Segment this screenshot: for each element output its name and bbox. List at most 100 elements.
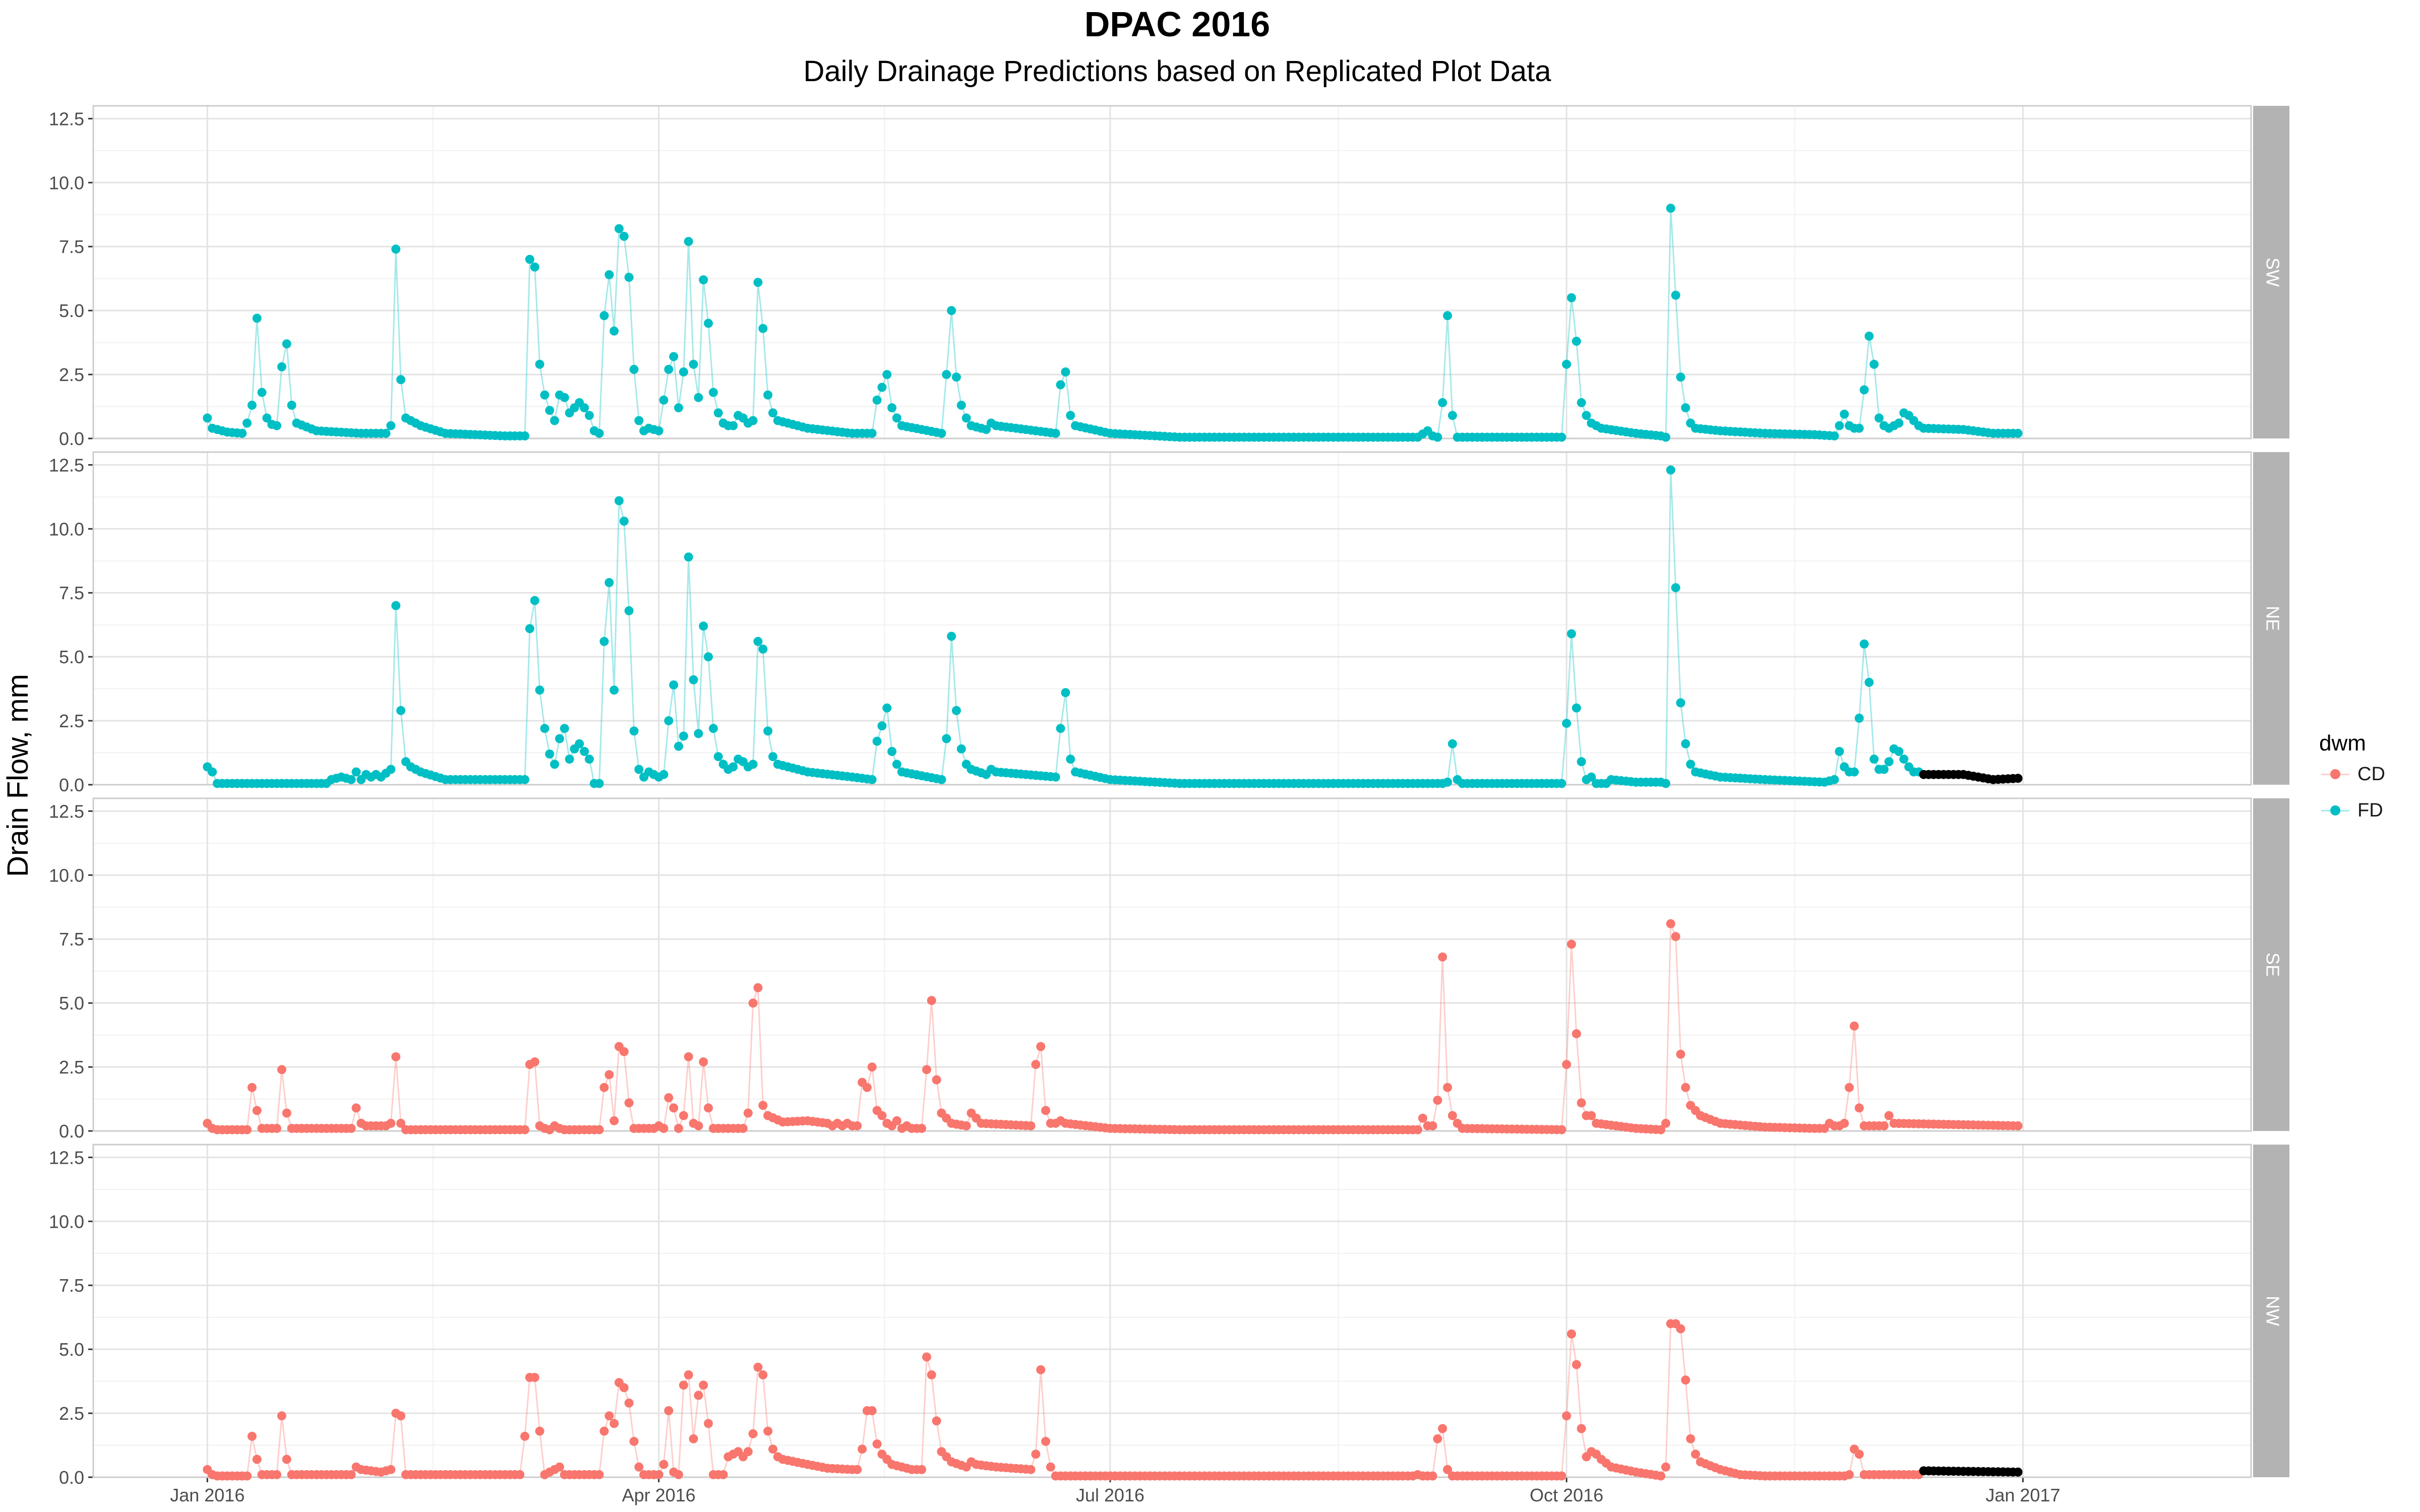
data-point [610,1116,619,1125]
data-point [1557,432,1566,442]
data-point [580,747,589,756]
data-point [1041,1436,1051,1446]
data-point [1894,747,1904,756]
data-point [247,1083,257,1092]
data-point [699,621,708,631]
data-point [555,1462,564,1472]
data-point [1443,1465,1453,1474]
data-point [1859,639,1869,649]
data-point [545,749,555,759]
data-point [763,1426,773,1436]
data-point [1849,767,1859,777]
data-point [956,401,966,410]
data-point [1567,293,1576,302]
data-point [610,326,619,336]
data-point [1879,765,1889,774]
data-point [1656,1471,1666,1481]
data-point [1656,1125,1666,1135]
data-point [689,675,698,684]
y-tick-label-5: 12.5 [49,801,84,822]
data-point [1884,1111,1894,1120]
data-point [659,1460,669,1469]
data-point [634,416,644,425]
data-point [689,359,698,369]
data-point [1557,1125,1566,1135]
data-point [947,632,956,641]
data-point [664,1093,674,1102]
data-point [599,637,609,646]
facet-strip-ne [2253,452,2289,785]
data-point [629,364,639,374]
data-point [1899,754,1909,764]
data-point [247,1431,257,1441]
data-point [1849,1021,1859,1031]
data-point [887,747,897,756]
data-point [1557,1471,1566,1481]
data-point [1666,919,1675,928]
data-point [1854,714,1864,723]
y-tick-label-4: 10.0 [49,172,84,193]
series-line-sw [206,208,2018,438]
data-point [535,685,544,695]
data-point [262,413,272,423]
data-point [1433,1434,1442,1443]
data-point [867,1062,877,1072]
data-point [1661,1118,1670,1128]
x-tick-label-2: Jul 2016 [1076,1485,1144,1505]
data-point [679,1380,688,1390]
data-point [758,644,768,654]
data-point [1567,629,1576,639]
data-point [867,775,877,784]
data-point [396,1411,405,1421]
data-point [381,428,391,438]
data-point [694,729,703,738]
data-point [718,1470,728,1479]
data-point [565,754,574,764]
data-point [272,421,281,430]
data-point [763,390,773,400]
data-point [1567,939,1576,949]
data-point [679,731,688,741]
data-point [243,1125,252,1135]
data-point [386,1118,396,1128]
data-point [272,1470,281,1479]
data-point [545,406,555,415]
data-point [634,765,644,774]
data-point [2013,1121,2023,1130]
facet-label-sw: SW [2262,258,2283,287]
data-point [1036,1042,1046,1051]
data-point [669,352,679,361]
y-tick-label-0: 0.0 [59,1121,84,1142]
data-point [674,1123,683,1133]
data-point [520,775,529,784]
data-point [624,1398,634,1408]
data-point [699,1380,708,1390]
data-point [872,1439,882,1448]
data-point [654,1470,663,1479]
data-point [892,413,901,423]
data-point [892,760,901,769]
data-point [1051,428,1060,438]
legend-item-fd: FD [2319,792,2385,829]
data-point [614,224,624,233]
data-point [575,739,584,748]
data-point [391,601,401,610]
data-point [346,1123,356,1133]
data-point [386,765,396,774]
data-point [1056,380,1065,390]
data-point [684,1052,693,1061]
data-point [1681,739,1690,748]
data-point [386,1465,396,1474]
data-point [1840,409,1849,419]
data-point [704,652,713,662]
data-point [619,1047,629,1056]
data-point [1879,1121,1889,1130]
data-point [659,395,669,405]
data-point [396,1118,405,1128]
data-point [1676,698,1685,708]
data-point [1562,1060,1571,1069]
data-point [753,1362,763,1372]
data-point [1859,385,1869,395]
data-point [530,262,539,272]
data-point [763,726,773,736]
